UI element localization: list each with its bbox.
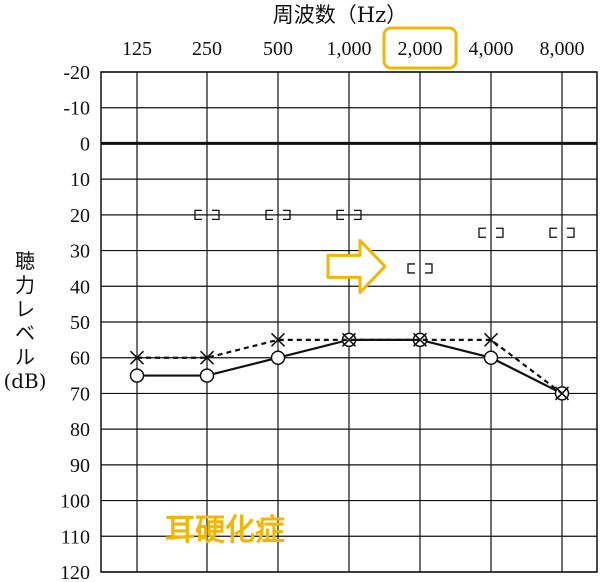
y-tick-label: 30: [70, 241, 90, 263]
bracket-left: [478, 227, 486, 238]
y-tick-label: -10: [63, 98, 90, 120]
y-axis-title-part: (dB): [3, 369, 46, 393]
y-tick-label: 40: [70, 276, 90, 298]
cross-stroke: [270, 332, 286, 347]
bracket-left: [194, 209, 202, 221]
bracket-right: [496, 227, 504, 238]
bone-conduction-marker: [478, 227, 504, 238]
cross-marker: [483, 332, 499, 347]
y-tick-label: 0: [80, 133, 90, 155]
cross-stroke: [483, 332, 499, 347]
cross-stroke: [412, 332, 428, 347]
y-axis-title-part: ル: [15, 345, 35, 369]
x-tick-label: 4,000: [469, 38, 514, 60]
y-tick-label: 70: [70, 383, 90, 405]
y-axis-title-part: 力: [15, 273, 35, 297]
circle-marker: [199, 368, 215, 383]
bone-conduction-marker: [549, 227, 575, 238]
cross-stroke: [554, 386, 570, 401]
bracket-left: [265, 209, 273, 221]
x-tick-label: 2,000: [398, 38, 443, 60]
bracket-right: [212, 209, 220, 221]
bracket-left: [549, 227, 557, 238]
grid: [100, 71, 598, 573]
circle-marker: [129, 368, 145, 383]
cross-marker: [129, 350, 145, 365]
y-tick-label: 10: [70, 169, 90, 191]
annotations: [326, 26, 458, 294]
bone-conduction-marker: [194, 209, 220, 221]
cross-marker: [199, 350, 215, 365]
diagnosis-label: 耳硬化症: [165, 513, 285, 548]
y-axis-title-part: 聴: [15, 249, 35, 273]
y-tick-label: -20: [63, 62, 90, 84]
arrow: [326, 238, 387, 294]
series: [129, 209, 575, 401]
y-tick-label: 100: [60, 491, 90, 513]
bone-conduction-marker: [265, 209, 291, 221]
highlight-box: [382, 26, 458, 70]
cross-marker: [412, 332, 428, 347]
x-tick-label: 500: [263, 38, 293, 60]
x-tick-label: 125: [122, 38, 152, 60]
bracket-right: [567, 227, 575, 238]
bracket-left: [407, 263, 415, 274]
y-tick-label: 60: [70, 348, 90, 370]
y-tick-label: 20: [70, 205, 90, 227]
circle-marker: [483, 350, 499, 365]
x-tick-label: 1,000: [327, 38, 372, 60]
y-tick-label: 80: [70, 419, 90, 441]
bone-conduction-marker: [336, 209, 362, 221]
cross-stroke: [341, 332, 357, 347]
x-tick-label: 8,000: [540, 38, 585, 60]
axis-labels: -20 -10 0 10 20 30 40 50 60 70 80 90 100 110 120 125 250…: [3, 38, 584, 582]
bracket-right: [354, 209, 362, 221]
bone-conduction-marker: [407, 263, 433, 274]
x-tick-label: 250: [192, 38, 222, 60]
y-tick-label: 120: [60, 562, 90, 582]
cross-marker: [554, 386, 570, 401]
circle-marker: [270, 350, 286, 365]
x-axis-title: 周波数（Hz）: [273, 3, 407, 27]
bracket-right: [283, 209, 291, 221]
y-tick-label: 50: [70, 312, 90, 334]
cross-marker: [341, 332, 357, 347]
cross-marker: [270, 332, 286, 347]
bracket-right: [425, 263, 433, 274]
cross-stroke: [199, 350, 215, 365]
cross-stroke: [129, 350, 145, 365]
y-tick-label: 110: [61, 526, 90, 548]
bracket-left: [336, 209, 344, 221]
y-axis-title-part: ベ: [15, 321, 35, 345]
y-axis-title-part: レ: [15, 297, 35, 321]
y-tick-label: 90: [70, 455, 90, 477]
